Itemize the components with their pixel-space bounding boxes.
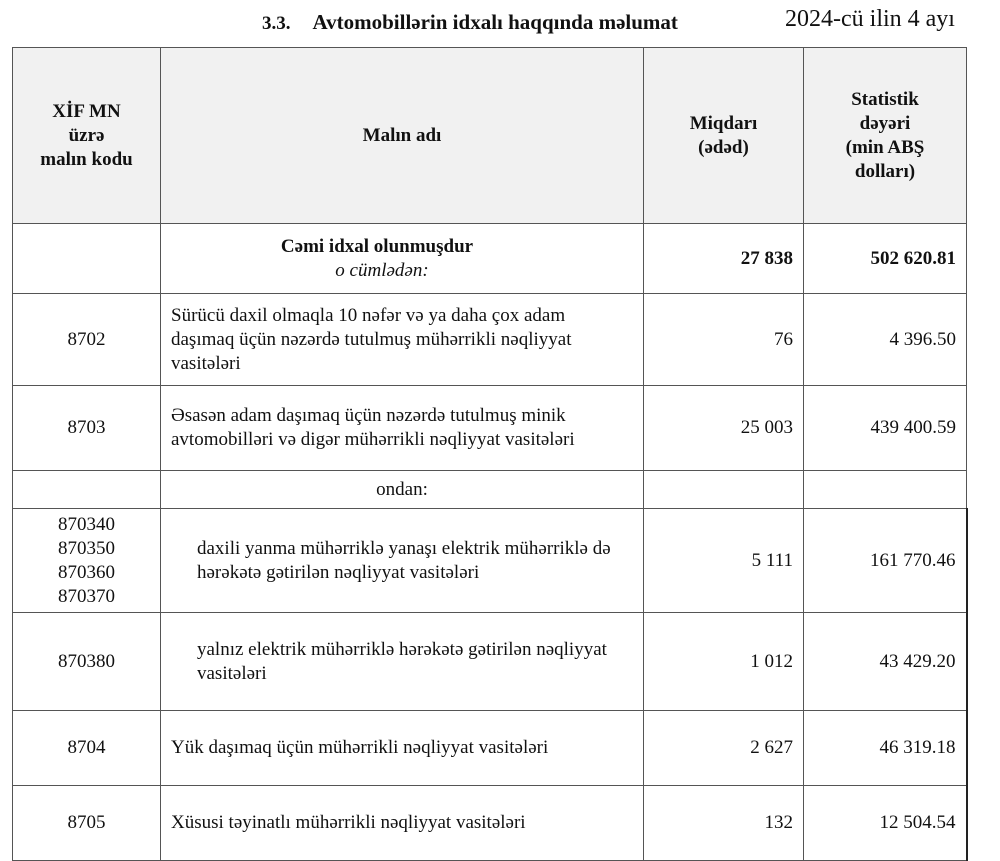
ondan-row: ondan: xyxy=(12,470,967,509)
col-header-name: Malın adı xyxy=(160,47,644,224)
total-quantity: 27 838 xyxy=(643,223,804,294)
total-label-cell: Cəmi idxal olunmuşdur o cümlədən: xyxy=(160,223,644,294)
row-value: 439 400.59 xyxy=(803,385,967,471)
row-quantity: 5 111 xyxy=(643,508,804,613)
total-row: Cəmi idxal olunmuşdur o cümlədən: 27 838 … xyxy=(12,223,967,294)
row-value: 12 504.54 xyxy=(803,785,968,861)
total-code xyxy=(12,223,161,294)
row-code: 8704 xyxy=(12,710,161,786)
table-row: 8704 Yük daşımaq üçün mühərrikli nəqliyy… xyxy=(12,710,968,786)
row-code: 8702 xyxy=(12,293,161,386)
row-name: Sürücü daxil olmaqla 10 nəfər və ya daha… xyxy=(160,293,644,386)
row-name: daxili yanma mühərriklə yanaşı elektrik … xyxy=(160,508,644,613)
row-code: 8705 xyxy=(12,785,161,861)
row-value: 161 770.46 xyxy=(803,508,968,613)
row-quantity: 25 003 xyxy=(643,385,804,471)
row-code: 870380 xyxy=(12,612,161,711)
table-title: 3.3. Avtomobillərin idxalı haqqında məlum… xyxy=(262,10,678,35)
empty-cell xyxy=(643,470,804,509)
row-name: Yük daşımaq üçün mühərrikli nəqliyyat va… xyxy=(160,710,644,786)
col-header-value: Statistik dəyəri (min ABŞ dolları) xyxy=(803,47,967,224)
row-value: 4 396.50 xyxy=(803,293,967,386)
period-label: 2024-cü ilin 4 ayı xyxy=(785,6,955,32)
section-number: 3.3. xyxy=(262,13,291,34)
title-text: Avtomobillərin idxalı haqqında məlumat xyxy=(312,10,678,34)
import-table: XİF MN üzrə malın kodu Malın adı Miqdarı (ə… xyxy=(12,47,968,861)
row-name: Xüsusi təyinatlı mühərrikli nəqliyyat va… xyxy=(160,785,644,861)
row-name: Əsasən adam daşımaq üçün nəzərdə tutulmu… xyxy=(160,385,644,471)
header-row: XİF MN üzrə malın kodu Malın adı Miqdarı (ə… xyxy=(12,47,967,224)
table-row: 8703 Əsasən adam daşımaq üçün nəzərdə tu… xyxy=(12,385,967,471)
row-code: 8703 xyxy=(12,385,161,471)
ondan-label: ondan: xyxy=(160,470,644,509)
row-value: 43 429.20 xyxy=(803,612,968,711)
row-value: 46 319.18 xyxy=(803,710,968,786)
table-row: 8705 Xüsusi təyinatlı mühərrikli nəqliyy… xyxy=(12,785,968,861)
table-row: 8702 Sürücü daxil olmaqla 10 nəfər və ya… xyxy=(12,293,967,386)
row-name: yalnız elektrik mühərriklə hərəkətə gəti… xyxy=(160,612,644,711)
total-value: 502 620.81 xyxy=(803,223,967,294)
table-row: 870340 870350 870360 870370 daxili yanma mü… xyxy=(12,508,968,613)
empty-cell xyxy=(803,470,967,509)
row-quantity: 76 xyxy=(643,293,804,386)
table-row: 870380 yalnız elektrik mühərriklə hərəkə… xyxy=(12,612,968,711)
col-header-quantity: Miqdarı (ədəd) xyxy=(643,47,804,224)
row-codes: 870340 870350 870360 870370 xyxy=(12,508,161,613)
col-header-code: XİF MN üzrə malın kodu xyxy=(12,47,161,224)
row-quantity: 132 xyxy=(643,785,804,861)
empty-cell xyxy=(12,470,161,509)
row-quantity: 2 627 xyxy=(643,710,804,786)
row-quantity: 1 012 xyxy=(643,612,804,711)
